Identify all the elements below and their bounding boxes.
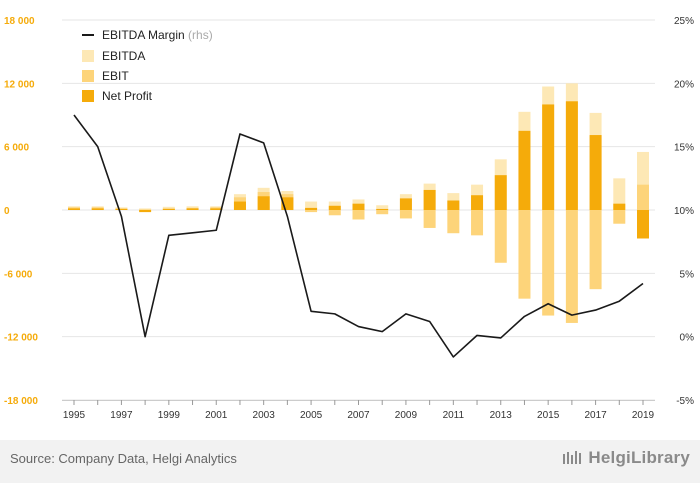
source-note: Source: Company Data, Helgi Analytics [10,451,237,466]
brand-logo: HelgiLibrary [562,448,690,468]
library-icon [563,451,582,464]
y-left-tick-label: 0 [4,206,10,217]
bar-net-profit [68,208,80,210]
x-tick-label: 2011 [443,410,465,421]
bar-ebitda [162,206,175,210]
x-tick-label: 2001 [205,410,228,421]
bar-net-profit [542,104,555,210]
bar-net-profit [423,189,436,210]
bar-ebit [542,210,555,316]
y-right-tick-label: 0% [680,333,695,344]
x-tick-label: 1999 [158,410,181,421]
legend-swatch [82,70,94,82]
y-left-tick-label: -12 000 [4,333,38,344]
legend-label-ebitda-margin: EBITDA Margin (rhs) [102,28,213,42]
bar-net-profit [257,196,270,210]
chart-svg: 18 000 12 000 6 000 0 -6 000 -12 000 -18 000 25… [4,16,695,421]
bar-net-profit [565,101,578,210]
legend-label: EBITDA [102,49,145,63]
bar-net-profit [115,208,128,210]
legend-swatch [82,90,94,102]
bar-net-profit [328,205,341,210]
bar-net-profit [162,208,175,210]
brand-name: HelgiLibrary [588,448,690,467]
bar-ebit [518,210,531,299]
bar-ebit [305,210,318,213]
bar-net-profit [210,208,223,210]
bar-ebit [637,184,649,210]
y-left-tick-label: 6 000 [4,143,29,154]
bar-net-profit [637,210,649,239]
y-left-tick-label: -6 000 [4,269,33,280]
bar-ebit [565,210,578,323]
bar-ebit [494,210,507,263]
bar-net-profit [447,200,460,210]
bar-net-profit [186,208,199,210]
bar-ebitda [376,205,389,210]
bar-net-profit [471,195,484,210]
bar-ebit [399,210,412,219]
bar-net-profit [399,198,412,210]
bar-ebit [376,210,389,215]
bar-ebit [613,210,626,224]
bar-ebit [328,210,341,216]
x-tick-label: 2005 [300,410,323,421]
x-tick-label: 1995 [63,410,86,421]
y-right-tick-label: 10% [674,206,694,217]
y-right-tick-label: 20% [674,79,694,90]
legend-swatch [82,50,94,62]
bar-ebit [471,210,484,236]
bar-net-profit [613,203,626,210]
footer [0,440,700,483]
bar-ebit [139,209,152,210]
bar-ebit [352,210,365,220]
bar-net-profit [233,201,246,210]
bar-ebitda [613,178,626,210]
bar-net-profit [376,208,389,210]
bar-net-profit [139,210,152,213]
y-right-tick-label: 5% [680,269,695,280]
x-tick-label: 2009 [395,410,418,421]
bar-ebitda [139,208,152,210]
bar-ebit [447,210,460,234]
x-tick-label: 1997 [110,410,133,421]
x-tick-label: 2007 [347,410,370,421]
y-left-tick-label: -18 000 [4,396,38,407]
y-right-tick-label: 15% [674,143,694,154]
y-right-tick-label: 25% [674,16,694,27]
x-tick-label: 2017 [584,410,607,421]
bar-net-profit [589,135,602,210]
y-left-tick-label: 18 000 [4,16,35,27]
bar-net-profit [494,175,507,210]
x-tick-label: 2019 [632,410,655,421]
bar-net-profit [518,130,531,210]
x-tick-label: 2003 [253,410,276,421]
bar-net-profit [352,203,365,210]
line-ebitda-margin [73,114,644,358]
bar-net-profit [305,207,318,210]
bar-net-profit [91,208,104,210]
legend-label: Net Profit [102,89,153,103]
x-tick-label: 2015 [537,410,560,421]
bar-ebit [589,210,602,290]
y-left-tick-label: 12 000 [4,79,35,90]
bar-ebit [423,210,436,228]
legend-label: EBIT [102,69,129,83]
x-tick-label: 2013 [490,410,513,421]
bar-ebitda [305,201,318,210]
y-right-tick-label: -5% [676,396,694,407]
